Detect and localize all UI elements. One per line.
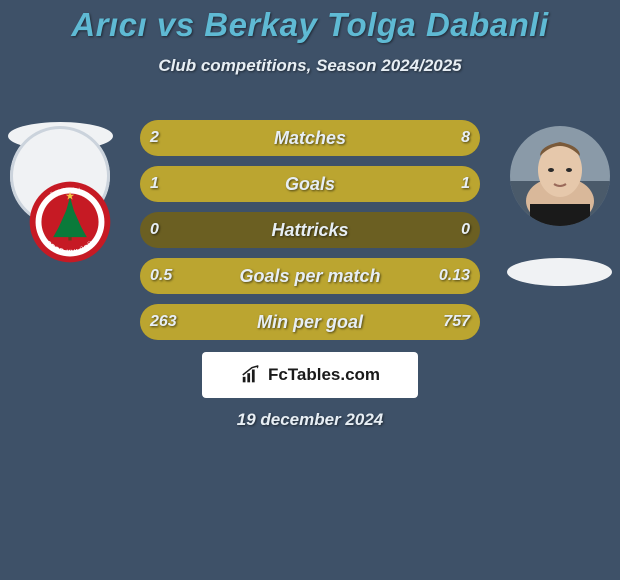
stat-bar-left [140, 166, 310, 202]
stat-bar-right [208, 120, 480, 156]
page-title: Arıcı vs Berkay Tolga Dabanli [0, 0, 620, 44]
stat-row: Min per goal263757 [0, 304, 620, 340]
stat-bar-right [310, 166, 480, 202]
stat-value-left: 0 [150, 212, 159, 248]
stat-bar-left [140, 258, 410, 294]
stats-bars: Matches28Goals11Hattricks00Goals per mat… [0, 120, 620, 350]
comparison-infographic: Arıcı vs Berkay Tolga Dabanli Club compe… [0, 0, 620, 580]
stat-value-left: 0.5 [150, 258, 172, 294]
stat-value-right: 0.13 [439, 258, 470, 294]
stat-bar-track [140, 120, 480, 156]
stat-bar-track [140, 166, 480, 202]
stat-value-right: 1 [461, 166, 470, 202]
stat-value-right: 8 [461, 120, 470, 156]
stat-value-left: 2 [150, 120, 159, 156]
fctables-logo-icon [240, 364, 262, 386]
stat-value-left: 263 [150, 304, 177, 340]
stat-bar-track [140, 304, 480, 340]
stat-bar-track [140, 212, 480, 248]
stat-row: Hattricks00 [0, 212, 620, 248]
stat-value-right: 757 [443, 304, 470, 340]
stat-row: Goals11 [0, 166, 620, 202]
branding-badge: FcTables.com [202, 352, 418, 398]
branding-text: FcTables.com [268, 365, 380, 385]
stat-value-left: 1 [150, 166, 159, 202]
subtitle: Club competitions, Season 2024/2025 [0, 56, 620, 76]
stat-row: Goals per match0.50.13 [0, 258, 620, 294]
stat-value-right: 0 [461, 212, 470, 248]
stat-row: Matches28 [0, 120, 620, 156]
infographic-date: 19 december 2024 [0, 410, 620, 430]
stat-bar-track [140, 258, 480, 294]
